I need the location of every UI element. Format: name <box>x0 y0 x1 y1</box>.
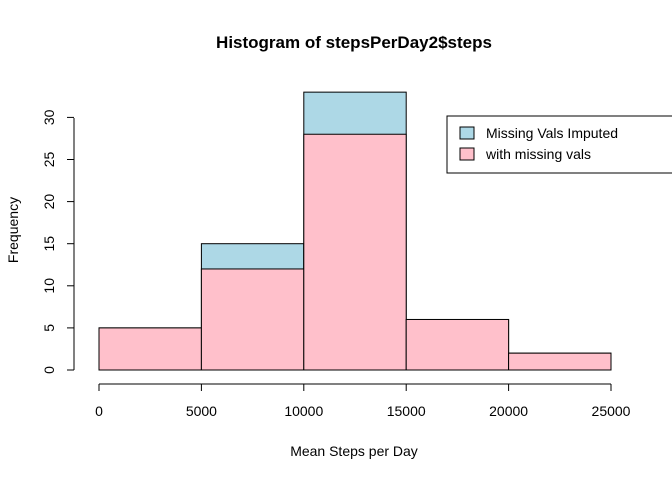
x-tick-label-5: 25000 <box>592 403 631 419</box>
y-tick-label-5: 25 <box>41 152 57 168</box>
x-axis-label: Mean Steps per Day <box>290 443 418 459</box>
bar-missing-bin-0 <box>98 327 202 371</box>
x-tick-label-1: 5000 <box>186 403 217 419</box>
y-tick-label-3: 15 <box>41 236 57 252</box>
x-tick-label-4: 20000 <box>489 403 528 419</box>
legend-label-0: Missing Vals Imputed <box>486 125 618 141</box>
bar-missing-bin-1 <box>200 268 305 371</box>
y-tick-label-6: 30 <box>41 109 57 125</box>
legend-label-1: with missing vals <box>485 146 591 162</box>
legend-swatch-1 <box>459 147 475 161</box>
chart-title: Histogram of stepsPerDay2$steps <box>216 33 492 52</box>
legend-swatch-0 <box>459 126 475 140</box>
x-tick-label-2: 10000 <box>284 403 323 419</box>
bars-layer <box>98 91 612 371</box>
y-axis: 0 5 10 15 20 25 30 <box>41 109 75 374</box>
y-tick-label-0: 0 <box>41 366 57 374</box>
legend: Missing Vals Imputed with missing vals <box>446 115 672 174</box>
y-tick-label-2: 10 <box>41 278 57 294</box>
x-tick-label-0: 0 <box>95 403 103 419</box>
x-axis: 0 5000 10000 15000 20000 25000 <box>95 383 631 419</box>
y-axis-label: Frequency <box>5 197 21 263</box>
bar-missing-bin-3 <box>405 318 510 371</box>
legend-box <box>446 115 672 174</box>
y-tick-label-4: 20 <box>41 194 57 210</box>
bar-missing-bin-2 <box>303 133 407 371</box>
x-tick-label-3: 15000 <box>387 403 426 419</box>
bar-missing-bin-4 <box>508 352 612 371</box>
y-tick-label-1: 5 <box>41 324 57 332</box>
